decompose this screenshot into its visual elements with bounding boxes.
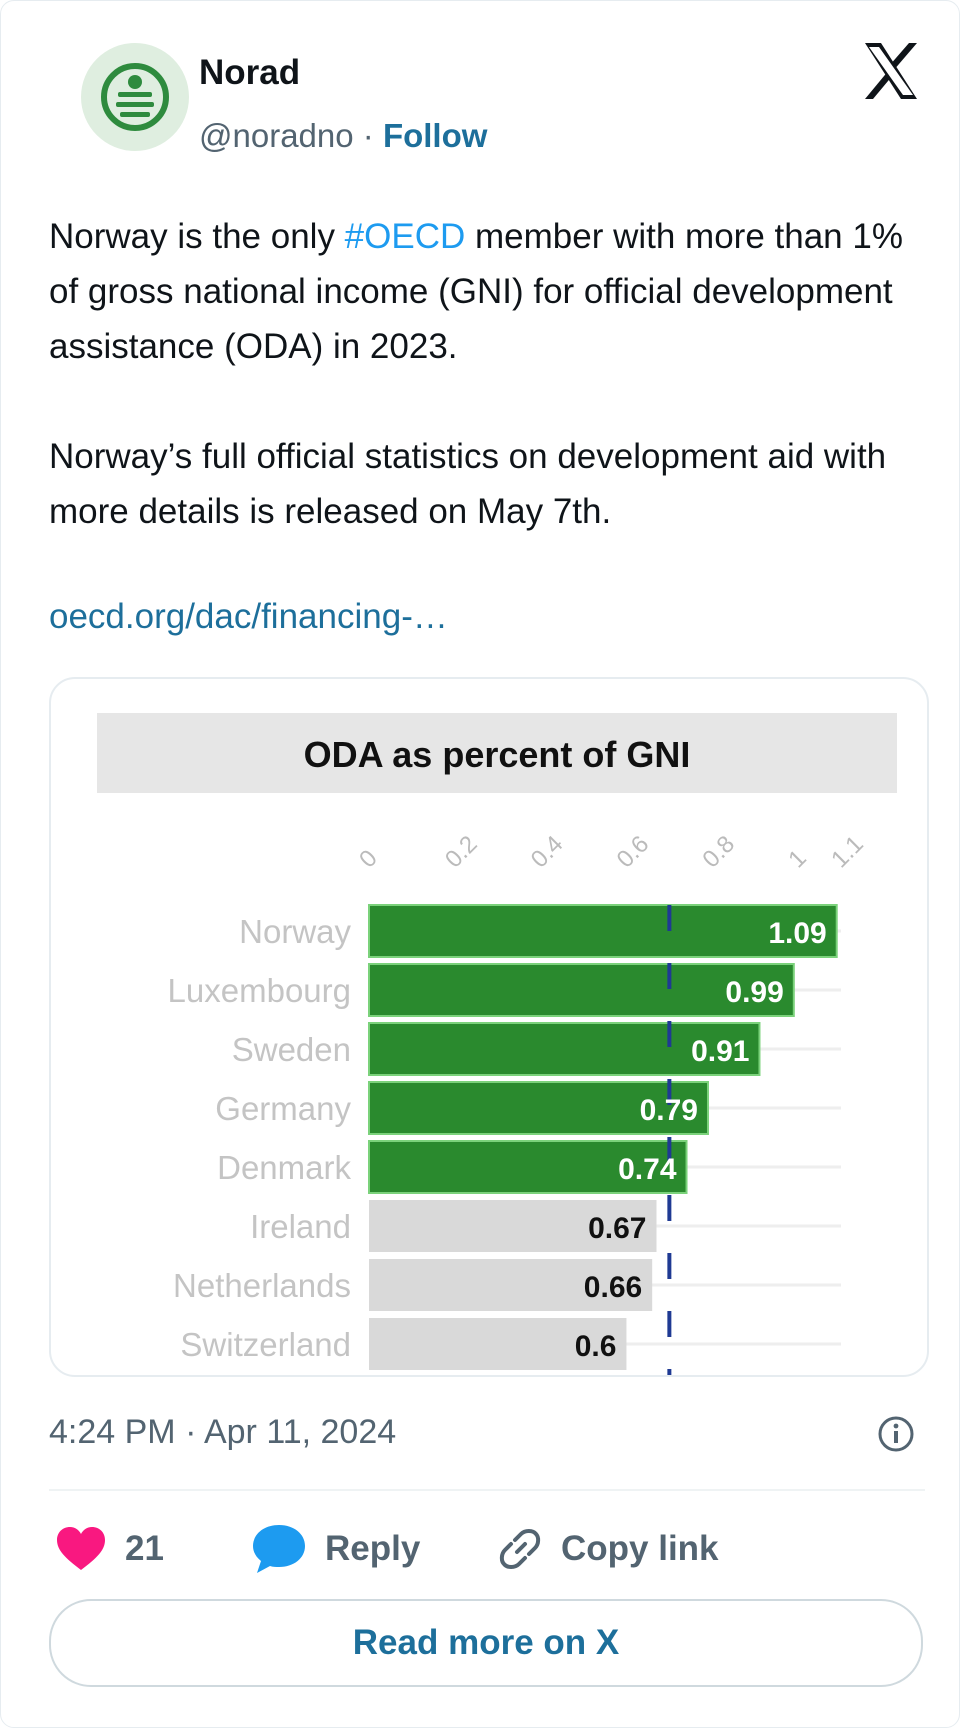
tweet-link[interactable]: oecd.org/dac/financing-… <box>49 597 448 636</box>
like-button[interactable]: 21 <box>55 1517 164 1581</box>
data-label: 0.67 <box>588 1212 646 1245</box>
follow-button[interactable]: Follow <box>382 117 488 154</box>
category-label: Ireland <box>250 1208 351 1245</box>
bar-chart: ODA as percent of GNI 0 0.2 0.4 0.6 0.8 1 1.1 … <box>97 713 897 1375</box>
bar <box>368 963 795 1017</box>
x-tick-label: 0 <box>354 845 383 874</box>
author-handle[interactable]: @noradno <box>199 117 354 154</box>
category-label: Sweden <box>232 1031 351 1068</box>
category-label: Luxembourg <box>168 972 351 1009</box>
timestamp[interactable]: 4:24 PM · Apr 11, 2024 <box>49 1413 397 1451</box>
tweet-text: Norway is the only #OECD member with mor… <box>49 209 909 539</box>
media-card[interactable]: ODA as percent of GNI 0 0.2 0.4 0.6 0.8 1 1.1 … <box>49 677 929 1377</box>
chart-title: ODA as percent of GNI <box>304 734 691 775</box>
bar <box>369 1259 653 1311</box>
tweet-paragraph-1: Norway is the only #OECD member with mor… <box>49 209 909 374</box>
chart-title-bg <box>97 713 897 793</box>
x-tick-label: 0.8 <box>697 831 740 874</box>
info-icon[interactable] <box>877 1415 915 1453</box>
reply-button[interactable]: Reply <box>251 1517 420 1581</box>
reply-label: Reply <box>325 1529 421 1568</box>
copy-link-button[interactable]: Copy link <box>497 1517 719 1581</box>
category-label: Norway <box>239 913 351 950</box>
bar <box>368 1140 688 1194</box>
divider <box>49 1489 925 1491</box>
author-meta: @noradno · Follow <box>199 117 487 155</box>
avatar[interactable] <box>81 43 189 151</box>
link-icon <box>499 1529 541 1569</box>
bar <box>368 904 838 958</box>
x-tick-label: 1 <box>783 845 812 874</box>
data-label: 0.99 <box>725 976 783 1009</box>
read-more-button[interactable]: Read more on X <box>49 1599 923 1687</box>
bar <box>368 1022 761 1076</box>
tweet-paragraph-2: Norway’s full official statistics on dev… <box>49 437 887 531</box>
data-label: 0.91 <box>691 1035 749 1068</box>
data-label: 0.79 <box>640 1094 698 1127</box>
x-tick-label: 1.1 <box>826 831 869 874</box>
category-label: Denmark <box>217 1149 351 1186</box>
data-label: 0.74 <box>618 1153 677 1186</box>
bar <box>369 1200 657 1252</box>
category-label: Netherlands <box>173 1267 351 1304</box>
heart-icon <box>57 1527 105 1570</box>
category-label: Germany <box>215 1090 351 1127</box>
hashtag-link[interactable]: #OECD <box>344 217 466 256</box>
copy-link-label: Copy link <box>561 1529 719 1568</box>
x-tick-label: 0.6 <box>612 831 655 874</box>
norad-logo-icon <box>101 63 169 131</box>
speech-bubble-icon <box>253 1525 305 1573</box>
tweet-text-part: Norway is the only <box>49 217 345 256</box>
bar <box>369 1318 627 1370</box>
data-label: 0.6 <box>575 1330 617 1363</box>
category-label: Switzerland <box>180 1326 351 1363</box>
x-tick-label: 0.4 <box>526 831 569 874</box>
bar <box>368 1081 709 1135</box>
x-logo-icon[interactable] <box>859 39 923 103</box>
author-name[interactable]: Norad <box>199 53 301 92</box>
like-count: 21 <box>125 1529 164 1568</box>
data-label: 0.66 <box>584 1271 642 1304</box>
tweet-text-part: member with more than 1% of gross nation… <box>49 217 903 366</box>
x-tick-label: 0.2 <box>440 831 483 874</box>
data-label: 1.09 <box>768 917 826 950</box>
separator: · <box>362 117 374 154</box>
